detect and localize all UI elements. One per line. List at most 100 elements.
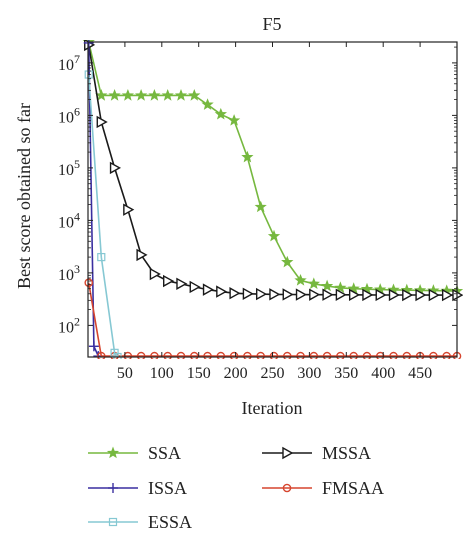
series-ssa-point xyxy=(228,114,241,126)
series-ssa-point xyxy=(254,200,267,213)
series-mssa-point xyxy=(255,287,268,301)
series-ssa-point xyxy=(108,88,121,101)
series-fmsaa-point xyxy=(84,278,94,288)
series-ssa-point xyxy=(347,282,360,294)
series-fmsaa-point xyxy=(269,351,279,359)
x-tick-label: 250 xyxy=(261,365,285,382)
series-ssa-point xyxy=(241,150,254,163)
series-fmsaa-point xyxy=(389,351,398,359)
legend-label-essa: ESSA xyxy=(148,512,192,532)
series-fmsaa-point xyxy=(256,351,265,359)
series-mssa-point xyxy=(136,248,148,262)
series-mssa-point xyxy=(242,287,254,300)
series-fmsaa-point xyxy=(375,351,385,359)
series-fmsaa-point xyxy=(322,351,332,359)
x-tick-label: 150 xyxy=(187,365,211,382)
chart-title: F5 xyxy=(262,14,281,34)
series-fmsaa-point xyxy=(309,351,319,359)
series-mssa-point xyxy=(295,288,307,301)
legend-label-mssa: MSSA xyxy=(322,443,371,463)
series-mssa-point xyxy=(428,288,440,302)
plot-frame xyxy=(87,41,458,358)
series-fmsaa-point xyxy=(243,351,252,359)
legend-marker-essa xyxy=(108,517,118,527)
y-tick-label: 104 xyxy=(58,209,80,231)
series-mssa-point xyxy=(202,283,214,296)
legend-marker-fmsaa xyxy=(282,483,292,493)
series-fmsaa-point xyxy=(362,351,372,359)
x-tick-label: 100 xyxy=(150,365,174,382)
series-fmsaa-point xyxy=(296,351,305,359)
series-mssa-point xyxy=(441,288,454,302)
y-tick-label: 105 xyxy=(58,157,80,179)
series-mssa-point xyxy=(269,288,281,301)
series-mssa-point xyxy=(348,288,361,302)
legend-item-issa: ISSA xyxy=(88,478,187,498)
series-essa-line xyxy=(87,74,119,358)
series-issa-point xyxy=(88,341,99,352)
series-ssa-point xyxy=(281,255,294,268)
series-fmsaa-point xyxy=(402,351,412,359)
series-mssa-point xyxy=(163,274,175,288)
series-mssa-point xyxy=(189,280,201,294)
series-fmsaa-point xyxy=(229,351,239,359)
x-tick-label: 350 xyxy=(334,365,358,382)
series-mssa-line xyxy=(87,44,457,296)
series-mssa-point xyxy=(109,161,122,175)
series-fmsaa-point xyxy=(150,351,159,359)
legend-label-fmsaa: FMSAA xyxy=(322,478,384,498)
series-fmsaa-point xyxy=(176,351,186,359)
series-fmsaa-point xyxy=(136,351,146,359)
series-fmsaa-point xyxy=(429,351,438,359)
series-mssa-point xyxy=(322,288,334,301)
series-mssa-point xyxy=(335,288,347,301)
series-fmsaa-point xyxy=(216,351,226,359)
series-ssa-point xyxy=(174,88,188,101)
series-mssa-point xyxy=(375,288,387,302)
x-tick-label: 50 xyxy=(117,365,133,382)
series-mssa-point xyxy=(362,288,374,302)
series-ssa-point xyxy=(148,88,161,101)
legend-label-ssa: SSA xyxy=(148,443,181,463)
series-ssa-point xyxy=(294,273,307,286)
series-fmsaa-point xyxy=(163,351,173,359)
series-fmsaa xyxy=(84,278,462,359)
series-fmsaa-point xyxy=(349,351,358,359)
series-ssa-point xyxy=(188,88,201,101)
series-ssa-point xyxy=(334,281,347,293)
x-tick-label: 300 xyxy=(297,365,321,382)
x-tick-label: 450 xyxy=(408,365,432,382)
y-tick-label: 103 xyxy=(58,262,80,284)
series-ssa-point xyxy=(214,107,227,120)
series-issa-point xyxy=(83,40,94,48)
series-mssa-point xyxy=(176,277,188,290)
plot-series xyxy=(82,40,463,359)
series-mssa-point xyxy=(388,288,400,302)
series-mssa-point xyxy=(96,115,108,129)
series-fmsaa-point xyxy=(336,351,345,359)
legend-item-fmsaa: FMSAA xyxy=(262,478,384,498)
x-tick-label: 400 xyxy=(371,365,395,382)
legend-marker-mssa xyxy=(282,446,294,460)
series-issa xyxy=(83,40,104,359)
series-fmsaa-point xyxy=(442,351,451,359)
y-tick-label: 107 xyxy=(58,52,80,74)
series-ssa-point xyxy=(267,229,281,242)
series-fmsaa-point xyxy=(189,351,199,359)
series-ssa-point xyxy=(307,277,321,289)
legend-label-issa: ISSA xyxy=(148,478,187,498)
legend-marker-ssa xyxy=(106,446,120,459)
series-fmsaa-point xyxy=(123,351,133,359)
series-mssa xyxy=(84,40,463,302)
series-mssa-point xyxy=(309,288,321,301)
x-tick-label: 200 xyxy=(224,365,248,382)
series-ssa xyxy=(82,40,463,297)
series-ssa-point xyxy=(321,279,334,292)
series-essa-point xyxy=(97,252,106,262)
series-mssa-point xyxy=(123,203,135,216)
series-mssa-point xyxy=(282,288,294,301)
legend-item-mssa: MSSA xyxy=(262,443,371,463)
series-ssa-point xyxy=(135,88,148,101)
series-fmsaa-point xyxy=(203,351,212,359)
legend-item-ssa: SSA xyxy=(88,443,181,463)
